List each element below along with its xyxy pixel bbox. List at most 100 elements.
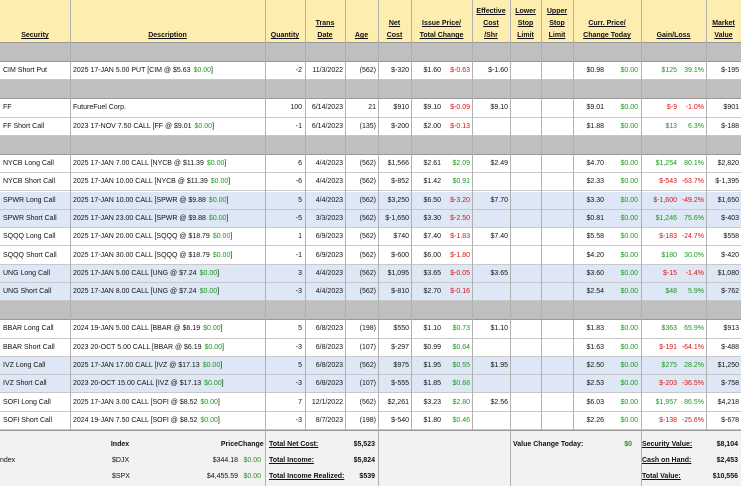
header-line: Limit <box>548 32 566 39</box>
cell-issue-change: $0.55 <box>452 362 470 370</box>
cell-description: 2025 17-JAN 20.00 CALL [SQQQ @ $18.79 $0.… <box>73 232 265 242</box>
column-header: Description <box>70 0 265 43</box>
cell-date: 4/4/2023 <box>315 288 343 296</box>
cell-market-value: $-195 <box>721 67 739 75</box>
cell-gain-pct: -1.0% <box>685 104 704 112</box>
header-line: Date <box>317 32 333 39</box>
cell-age: (135) <box>359 122 376 130</box>
cell-age: (562) <box>359 67 376 75</box>
cell-gain-pct: -49.2% <box>681 196 704 204</box>
cell-security: NYCB Short Call <box>3 178 56 186</box>
cell-date: 4/4/2023 <box>315 178 343 186</box>
total-value: $5,523 <box>353 441 375 448</box>
cell-gain-pct: 86.5% <box>684 398 704 406</box>
header-line: Value <box>714 32 733 39</box>
cell-quantity: 1 <box>298 233 302 241</box>
cell-description: FutureFuel Corp. <box>73 104 126 112</box>
cell-issue-change: $-3.20 <box>450 196 470 204</box>
cell-gain: $13 <box>665 122 677 130</box>
cell-security: IVZ Long Call <box>3 362 46 370</box>
cell-issue-change: $-0.05 <box>450 269 470 277</box>
cell-curr-change: $0.00 <box>620 325 638 333</box>
total-label: Total Income Realized: <box>269 473 345 480</box>
description-part: 2024 19-JAN 5.00 CALL [BBAR @ $6.19 <box>73 325 201 333</box>
cell-gain: $1,254 <box>655 160 677 168</box>
column-line <box>305 0 306 430</box>
cell-date: 6/14/2023 <box>311 122 343 130</box>
cell-gain: $-1,600 <box>653 196 677 204</box>
cell-age: (562) <box>359 398 376 406</box>
cell-gain-pct: 5.9% <box>688 288 704 296</box>
index-header: Price <box>220 441 238 448</box>
row-bg <box>0 338 741 357</box>
cell-net-cost: $-852 <box>391 178 409 186</box>
description-part: ] <box>228 178 231 186</box>
header-line: Lower <box>515 8 536 15</box>
cell-curr-price: $6.03 <box>586 398 604 406</box>
description-part: 2024 19-JAN 7.50 CALL [SOFI @ $8.52 <box>73 416 198 424</box>
cell-gain-pct: -36.5% <box>681 380 704 388</box>
cell-issue-price: $3.23 <box>423 398 441 406</box>
row-bg <box>0 393 741 412</box>
index-cell: $344.18 <box>212 457 238 464</box>
cell-market-value: $2,820 <box>717 160 739 168</box>
cell-eff-cost: $2.49 <box>490 160 508 168</box>
column-header: Upper Stop Limit <box>541 0 573 43</box>
cell-quantity: -1 <box>295 251 302 259</box>
cell-curr-change: $0.00 <box>620 362 638 370</box>
cell-quantity: 5 <box>298 362 302 370</box>
cell-gain-pct: -63.7% <box>681 178 704 186</box>
cell-curr-price: $2.53 <box>586 380 604 388</box>
cell-quantity: -3 <box>295 380 302 388</box>
header-band <box>0 0 741 43</box>
cell-market-value: $-758 <box>721 380 739 388</box>
column-line <box>345 0 346 430</box>
cell-issue-price: $1.80 <box>423 416 441 424</box>
description-part: $0.00 <box>212 251 231 259</box>
cell-market-value: $913 <box>723 325 739 333</box>
column-line <box>541 0 542 430</box>
cell-net-cost: $-320 <box>391 67 409 75</box>
cell-issue-change: $0.91 <box>452 178 470 186</box>
description-part: ] <box>221 380 224 388</box>
cell-market-value: $-762 <box>721 288 739 296</box>
row-bg <box>0 283 741 302</box>
cell-market-value: $-403 <box>721 214 739 222</box>
cell-curr-price: $3.60 <box>586 269 604 277</box>
cell-issue-price: $6.00 <box>423 251 441 259</box>
row-bg <box>0 411 741 431</box>
cell-curr-change: $0.00 <box>620 233 638 241</box>
total-label: Total Net Cost: <box>269 441 319 448</box>
cell-gain: $1,246 <box>655 214 677 222</box>
column-line <box>472 0 473 430</box>
column-header: Gain/Loss <box>641 0 706 43</box>
cell-date: 8/7/2023 <box>315 416 343 424</box>
description-part: 2025 17-JAN 20.00 CALL [SQQQ @ $18.79 <box>73 233 210 241</box>
cell-date: 4/4/2023 <box>315 160 343 168</box>
column-header: Effective Cost/Shr <box>472 0 510 43</box>
description-part: 2025 17-JAN 7.00 CALL [NYCB @ $11.39 <box>73 160 204 168</box>
header-line: Stop <box>517 20 534 27</box>
cell-issue-change: $-0.09 <box>450 104 470 112</box>
column-header: Issue Price/Total Change <box>411 0 472 43</box>
footer-band <box>0 430 741 486</box>
header-line: Curr. Price/ <box>588 20 626 27</box>
value-change-value: $0 <box>624 441 632 448</box>
column-line <box>378 0 379 430</box>
cell-date: 11/3/2022 <box>312 67 343 75</box>
header-line: Effective <box>476 8 506 15</box>
column-header: Age <box>345 0 378 43</box>
cell-date: 6/14/2023 <box>311 104 343 112</box>
cell-age: (562) <box>359 269 376 277</box>
description-part: ] <box>230 251 233 259</box>
header-line: Total Change <box>419 32 464 39</box>
column-header: Curr. Price/Change Today <box>573 0 641 43</box>
index-cell: $0.00 <box>243 457 261 464</box>
cell-curr-price: $9.01 <box>586 104 604 112</box>
column-header: Security <box>0 0 70 43</box>
cell-security: SOFI Short Call <box>3 416 53 424</box>
cell-issue-change: $0.73 <box>452 325 470 333</box>
cell-security: CIM Short Put <box>3 67 47 75</box>
cell-curr-price: $2.54 <box>586 288 604 296</box>
